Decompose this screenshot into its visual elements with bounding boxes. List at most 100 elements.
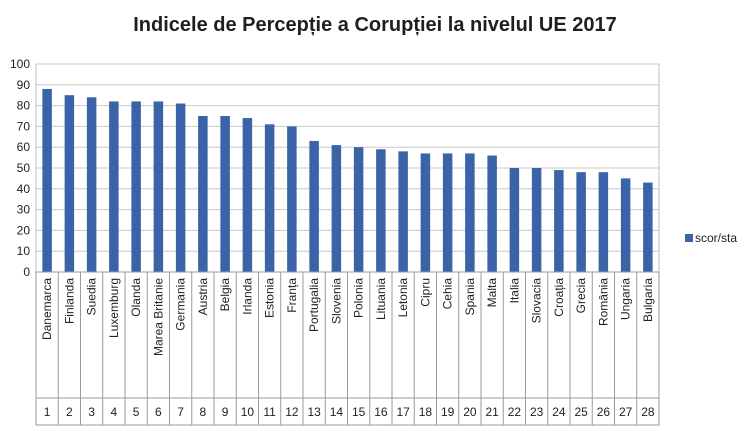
bar bbox=[531, 168, 542, 272]
bar bbox=[598, 172, 609, 272]
x-category-label: Germania bbox=[174, 278, 188, 331]
chart-title: Indicele de Percepție a Corupției la niv… bbox=[133, 14, 617, 36]
x-axis-categories: Danemarca 1 Finlanda 2 Suedia 3 Luxemburg 4 Olan… bbox=[40, 272, 655, 425]
bar bbox=[398, 151, 408, 272]
rank-label: 8 bbox=[200, 405, 207, 419]
legend-label: scor/sta bbox=[695, 231, 737, 245]
bar bbox=[465, 153, 475, 272]
bar bbox=[309, 140, 319, 272]
bar bbox=[109, 101, 119, 272]
x-category-label: Ungaria bbox=[619, 278, 633, 320]
rank-label: 6 bbox=[155, 405, 162, 419]
y-tick-label: 10 bbox=[17, 244, 31, 258]
x-category-label: Finlanda bbox=[62, 278, 76, 324]
rank-label: 5 bbox=[133, 405, 140, 419]
bar bbox=[220, 116, 230, 272]
bar bbox=[420, 153, 431, 272]
rank-label: 3 bbox=[88, 405, 95, 419]
x-category-label: Danemarca bbox=[40, 278, 54, 340]
bar bbox=[487, 155, 497, 272]
y-axis-ticks: 0 10 20 30 40 50 60 70 80 90 100 bbox=[10, 57, 30, 279]
y-tick-label: 60 bbox=[17, 140, 31, 154]
bar bbox=[153, 101, 164, 272]
bar bbox=[131, 101, 141, 272]
y-tick-label: 70 bbox=[17, 119, 31, 133]
rank-label: 15 bbox=[352, 405, 366, 419]
legend: scor/sta bbox=[685, 231, 737, 245]
rank-label: 25 bbox=[574, 405, 588, 419]
bar bbox=[620, 178, 631, 272]
x-category-label: Croația bbox=[552, 278, 566, 317]
bar bbox=[198, 116, 208, 272]
rank-label: 26 bbox=[597, 405, 611, 419]
x-category-label: Lituania bbox=[374, 278, 388, 320]
x-category-label: Belgia bbox=[218, 278, 232, 312]
rank-label: 23 bbox=[530, 405, 544, 419]
rank-label: 4 bbox=[111, 405, 118, 419]
x-category-label: Franța bbox=[285, 278, 299, 313]
x-category-label: Cipru bbox=[418, 278, 432, 307]
bar bbox=[353, 147, 364, 272]
rank-label: 11 bbox=[263, 405, 276, 419]
x-category-label: Estonia bbox=[263, 278, 277, 318]
x-category-label: Malta bbox=[485, 278, 499, 308]
bar bbox=[376, 149, 386, 272]
bar bbox=[175, 103, 186, 273]
x-category-label: Cehia bbox=[441, 278, 455, 310]
bar bbox=[264, 124, 275, 272]
y-tick-label: 90 bbox=[17, 78, 31, 92]
x-category-label: Slovenia bbox=[329, 278, 343, 324]
x-category-label: Spania bbox=[463, 278, 477, 316]
bar bbox=[64, 95, 75, 272]
rank-label: 28 bbox=[641, 405, 655, 419]
bar bbox=[554, 170, 564, 272]
rank-label: 18 bbox=[419, 405, 433, 419]
x-category-label: Irlanda bbox=[240, 278, 254, 315]
bar bbox=[509, 168, 520, 272]
rank-label: 27 bbox=[619, 405, 633, 419]
y-tick-label: 50 bbox=[17, 161, 31, 175]
y-tick-label: 30 bbox=[17, 203, 31, 217]
category-table bbox=[35, 271, 660, 426]
bar bbox=[442, 153, 453, 272]
y-tick-label: 100 bbox=[10, 57, 30, 71]
rank-label: 17 bbox=[396, 405, 410, 419]
x-category-label: Olanda bbox=[129, 278, 143, 317]
x-category-label: Italia bbox=[507, 278, 521, 304]
legend-swatch bbox=[685, 234, 693, 242]
rank-label: 9 bbox=[222, 405, 229, 419]
x-category-label: România bbox=[596, 278, 610, 326]
rank-label: 21 bbox=[485, 405, 499, 419]
y-tick-label: 40 bbox=[17, 182, 31, 196]
rank-label: 7 bbox=[177, 405, 184, 419]
rank-label: 2 bbox=[66, 405, 73, 419]
x-category-label: Polonia bbox=[352, 278, 366, 318]
x-category-label: Letonia bbox=[396, 278, 410, 318]
x-category-label: Suedia bbox=[85, 278, 99, 316]
x-category-label: Bulgaria bbox=[641, 278, 655, 322]
x-category-label: Portugalia bbox=[307, 278, 321, 332]
rank-label: 13 bbox=[307, 405, 321, 419]
bar bbox=[643, 182, 653, 272]
rank-label: 12 bbox=[285, 405, 299, 419]
rank-label: 14 bbox=[330, 405, 344, 419]
bar bbox=[86, 97, 97, 272]
bar bbox=[242, 118, 253, 272]
rank-label: 22 bbox=[508, 405, 522, 419]
x-category-label: Marea Britanie bbox=[151, 278, 165, 356]
y-tick-label: 80 bbox=[17, 99, 31, 113]
x-category-label: Grecia bbox=[574, 278, 588, 314]
bar bbox=[331, 145, 342, 272]
rank-label: 16 bbox=[374, 405, 388, 419]
rank-label: 19 bbox=[441, 405, 455, 419]
x-category-label: Austria bbox=[196, 278, 210, 316]
rank-label: 1 bbox=[44, 405, 51, 419]
y-tick-label: 20 bbox=[17, 223, 31, 237]
bar bbox=[42, 88, 52, 273]
bar bbox=[287, 126, 297, 273]
bar bbox=[576, 172, 586, 272]
y-tick-label: 0 bbox=[23, 265, 30, 279]
rank-label: 24 bbox=[552, 405, 566, 419]
rank-label: 20 bbox=[463, 405, 477, 419]
